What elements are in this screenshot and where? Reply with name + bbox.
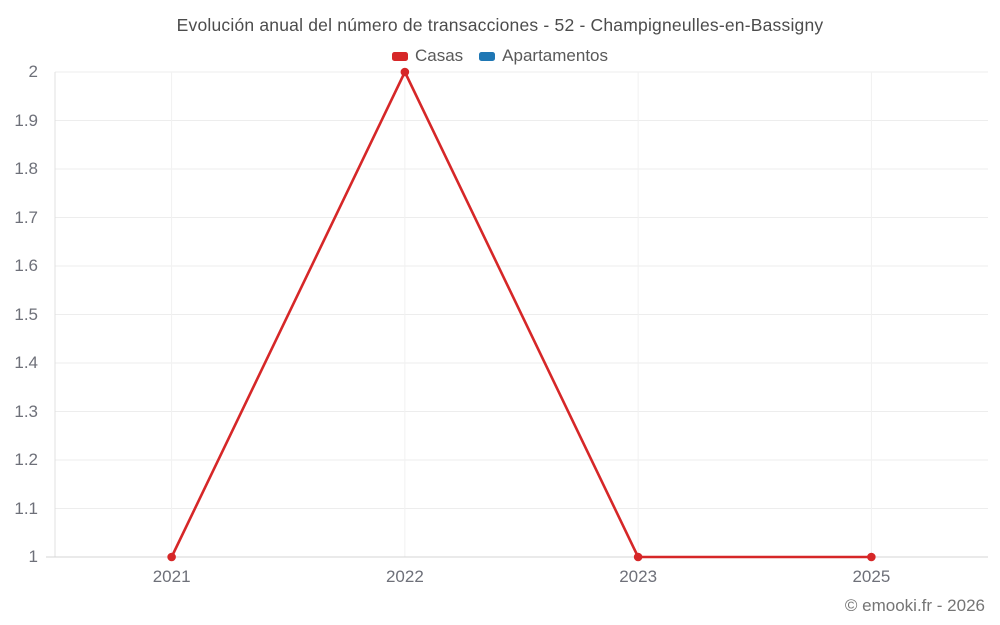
- y-tick-label: 1.2: [14, 450, 38, 469]
- chart-title: Evolución anual del número de transaccio…: [176, 15, 824, 35]
- data-point-casas-2022[interactable]: [400, 67, 410, 77]
- legend-item-label: Apartamentos: [502, 46, 609, 65]
- data-point-casas-2025[interactable]: [867, 552, 876, 562]
- data-point-casas-2021[interactable]: [167, 552, 176, 562]
- legend-item-casas[interactable]: Casas: [391, 46, 464, 66]
- x-tick-label-2025: 2025: [852, 567, 891, 586]
- legend: Casas Apartamentos: [0, 46, 1000, 66]
- legend-item-apartamentos[interactable]: Apartamentos: [479, 46, 608, 66]
- y-tick-label: 1.1: [14, 498, 38, 518]
- legend-swatch-icon: [479, 51, 496, 61]
- y-tick-label: 1: [28, 547, 38, 566]
- y-tick-label: 1.9: [14, 110, 38, 130]
- copyright-footer: © emooki.fr - 2026: [844, 596, 985, 615]
- y-tick-label: 1.5: [14, 304, 38, 324]
- x-tick-label-2023: 2023: [619, 567, 658, 586]
- y-tick-label: 1.7: [14, 207, 38, 227]
- x-tick-label-2022: 2022: [385, 567, 424, 586]
- series-line-casas[interactable]: [170, 70, 873, 559]
- data-point-casas-2023[interactable]: [633, 552, 643, 562]
- y-tick-label: 1.6: [14, 256, 38, 275]
- x-tick-label-2021: 2021: [152, 567, 191, 586]
- y-tick-label: 1.3: [14, 401, 38, 421]
- y-tick-label: 1.4: [14, 353, 38, 372]
- legend-item-label: Casas: [414, 46, 464, 65]
- y-tick-label: 1.8: [14, 159, 38, 178]
- y-tick-label: 2: [28, 62, 38, 81]
- legend-swatch-icon: [391, 51, 408, 61]
